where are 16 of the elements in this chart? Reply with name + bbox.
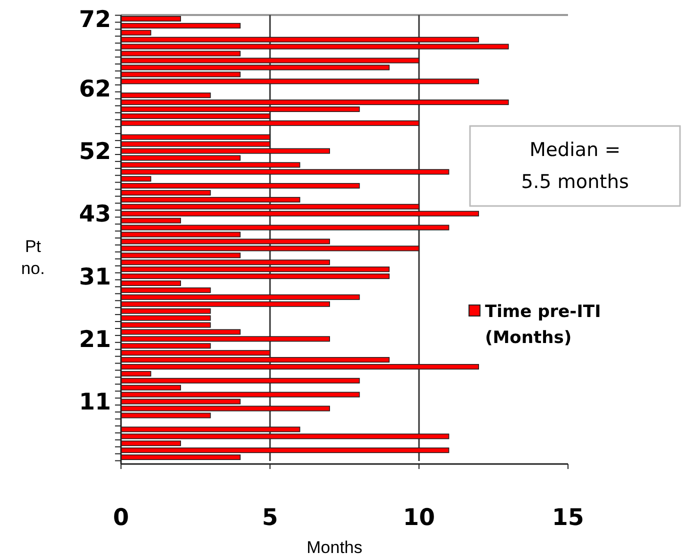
x-tick-label: 10	[402, 505, 436, 531]
x-tick-label: 5	[262, 505, 278, 531]
annotation: Median = 5.5 months	[521, 139, 629, 193]
y-tick-label: 31	[78, 264, 111, 290]
y-axis-title: Pt no.	[21, 237, 45, 278]
x-tick-label: 15	[552, 505, 584, 531]
y-tick-label: 11	[78, 390, 111, 416]
x-axis-title: Months	[306, 538, 362, 557]
y-tick-label: 43	[78, 202, 111, 228]
x-tick-label: 0	[112, 505, 130, 531]
legend-label: Time pre-ITI (Months)	[485, 302, 601, 348]
note-box: Median = 5.5 months	[469, 125, 681, 207]
y-tick-label: 72	[78, 6, 111, 33]
y-tick-label: 62	[78, 76, 111, 102]
y-tick-label: 52	[78, 139, 111, 166]
y-tick-label: 21	[78, 326, 111, 353]
